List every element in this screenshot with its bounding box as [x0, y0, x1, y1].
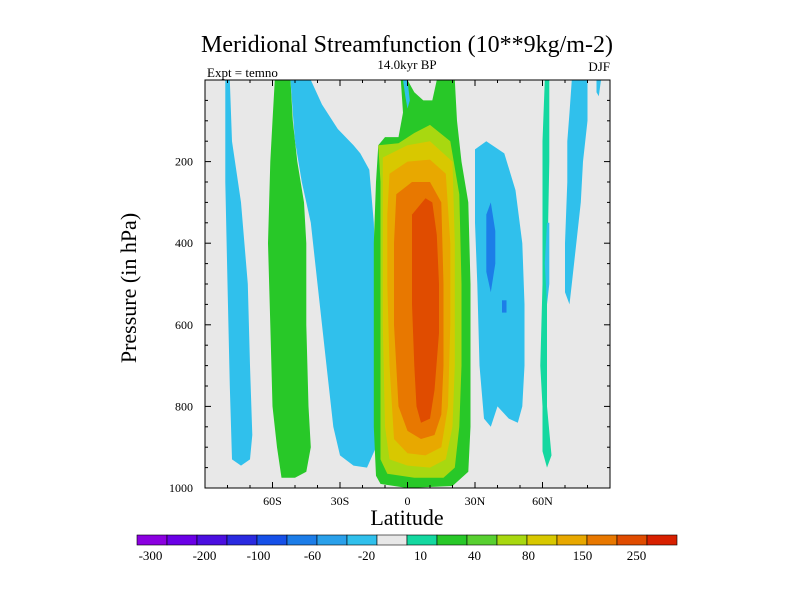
- colorbar-label: -60: [304, 548, 321, 563]
- time-label: 14.0kyr BP: [377, 57, 436, 72]
- colorbar-swatch: [196, 534, 228, 546]
- colorbar-label: -200: [193, 548, 217, 563]
- colorbar-label: 40: [468, 548, 481, 563]
- x-tick-label: 30S: [331, 494, 350, 508]
- region-cyan-band-southern: [290, 80, 379, 468]
- region-northern-blue-core: [486, 202, 496, 293]
- colorbar-label: -20: [358, 548, 375, 563]
- colorbar-label: -100: [247, 548, 271, 563]
- x-tick-label: 60S: [263, 494, 282, 508]
- colorbar-swatch: [346, 534, 378, 546]
- y-tick-label: 600: [175, 318, 193, 332]
- colorbar-swatch: [526, 534, 558, 546]
- x-tick-label: 30N: [465, 494, 486, 508]
- y-tick-label: 1000: [169, 481, 193, 495]
- x-axis: 60S 30S 0 30N 60N: [227, 80, 588, 508]
- region-outer-cyan-band: [225, 80, 253, 466]
- colorbar-swatch: [496, 534, 528, 546]
- y-axis-label: Pressure (in hPa): [116, 213, 141, 363]
- x-axis-label: Latitude: [370, 505, 443, 530]
- colorbar-swatch: [256, 534, 288, 546]
- colorbar-swatch: [136, 534, 168, 546]
- colorbar-label: 80: [522, 548, 535, 563]
- colorbar-swatch: [376, 534, 408, 546]
- colorbar-swatch: [166, 534, 198, 546]
- y-tick-label: 200: [175, 155, 193, 169]
- region-northern-cyan-sliver: [544, 222, 550, 305]
- region-top-cyan-sliver-b: [596, 80, 601, 97]
- colorbar-swatch: [406, 534, 438, 546]
- colorbar-swatch: [286, 534, 318, 546]
- x-tick-label: 60N: [532, 494, 553, 508]
- colorbar-swatch: [616, 534, 648, 546]
- chart-title: Meridional Streamfunction (10**9kg/m-2): [201, 32, 613, 58]
- colorbar-swatch: [466, 534, 498, 546]
- colorbar: -300 -200 -100 -60 -20 10 40 80 150 250: [136, 534, 678, 563]
- region-top-cyan-sliver-a: [403, 80, 410, 109]
- x-tick-label: 0: [405, 494, 411, 508]
- region-northern-blue-speck: [502, 300, 507, 313]
- region-green-band-southern: [268, 80, 311, 478]
- colorbar-label: 150: [573, 548, 593, 563]
- region-equatorial-red-core: [412, 198, 439, 423]
- season-label: DJF: [588, 59, 610, 74]
- region-high-north-cyan-band: [565, 80, 588, 305]
- y-tick-label: 400: [175, 236, 193, 250]
- colorbar-label: -300: [139, 548, 163, 563]
- colorbar-swatch: [586, 534, 618, 546]
- colorbar-label: 10: [414, 548, 427, 563]
- y-axis: 200 400 600 800 1000: [169, 99, 610, 495]
- contour-regions: [225, 80, 601, 488]
- colorbar-swatch: [556, 534, 588, 546]
- colorbar-label: 250: [627, 548, 647, 563]
- colorbar-swatch: [646, 534, 678, 546]
- colorbar-swatch: [226, 534, 258, 546]
- y-tick-label: 800: [175, 399, 193, 413]
- colorbar-swatch: [316, 534, 348, 546]
- experiment-label: Expt = temno: [207, 65, 278, 80]
- colorbar-swatch: [436, 534, 468, 546]
